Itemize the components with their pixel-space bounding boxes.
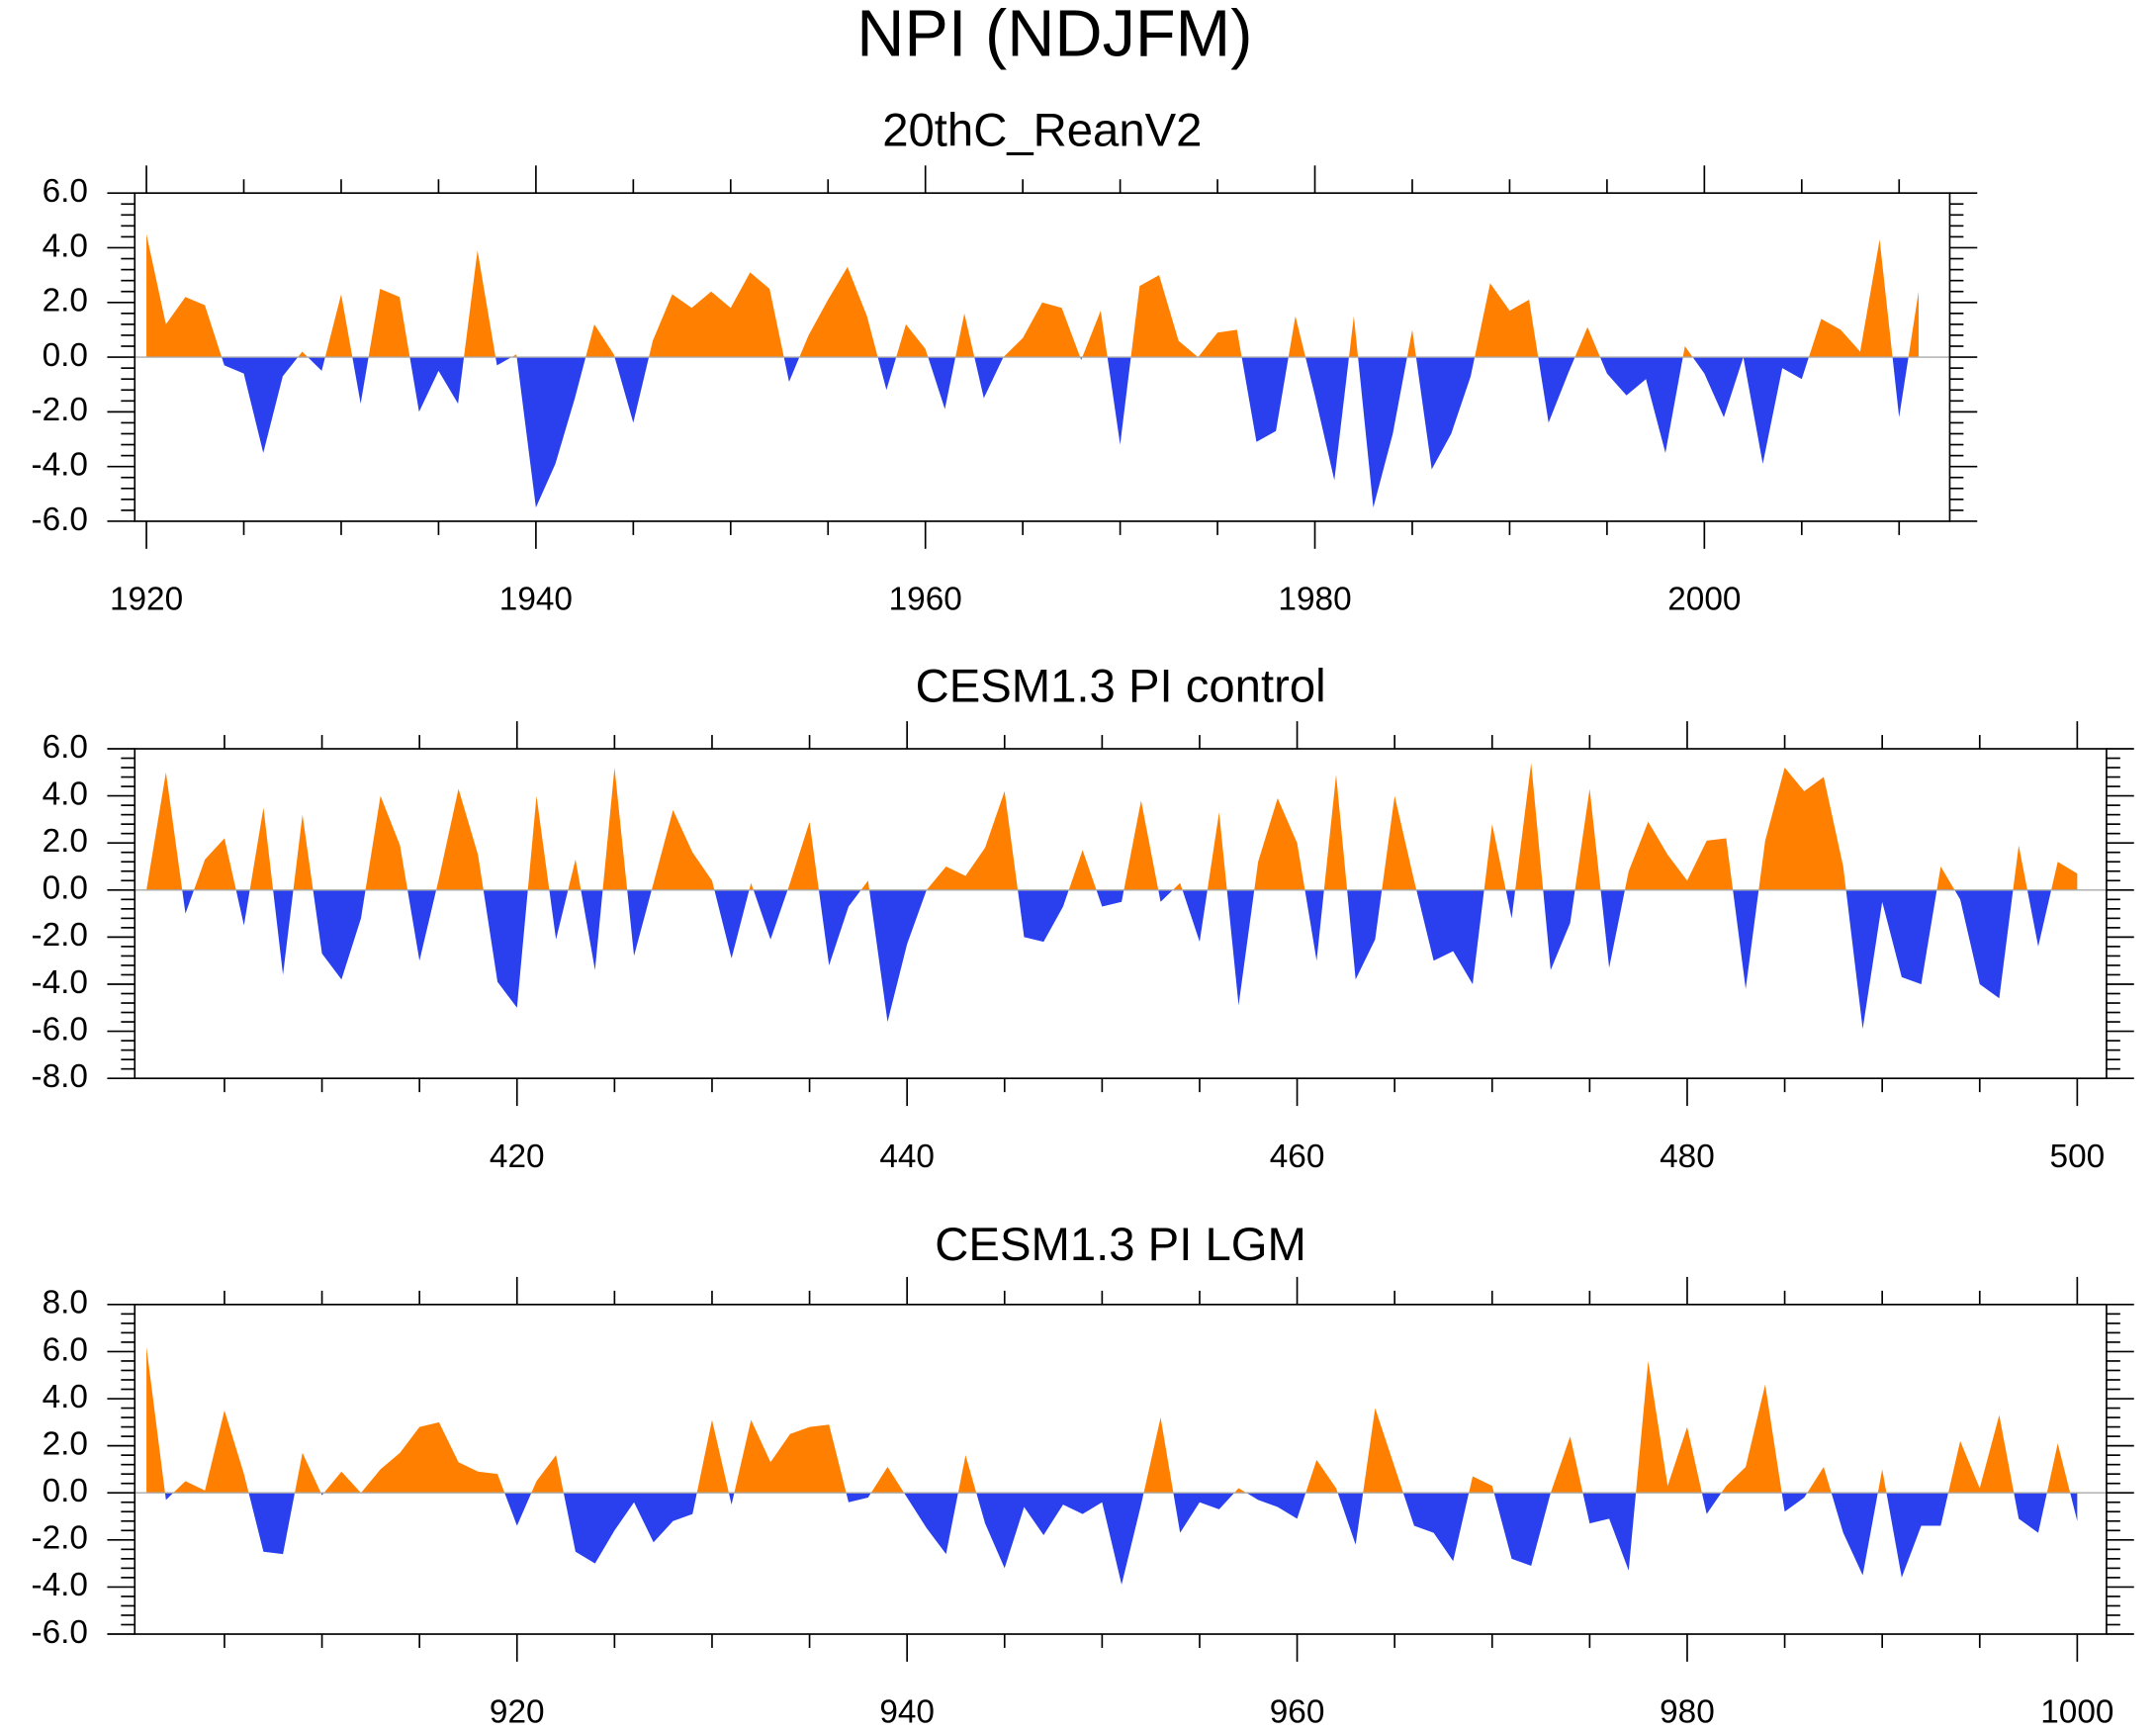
- area-above: [146, 233, 1919, 358]
- x-tick-label: 1940: [499, 582, 573, 618]
- x-tick-label: 460: [1270, 1139, 1325, 1175]
- y-tick-label: -4.0: [31, 446, 87, 483]
- y-tick-label: 6.0: [43, 1331, 88, 1368]
- y-tick-label: 0.0: [43, 337, 88, 374]
- y-tick-label: -6.0: [31, 501, 87, 538]
- x-tick-label: 1000: [2040, 1694, 2113, 1731]
- x-tick-label: 960: [1270, 1694, 1325, 1731]
- y-tick-label: -2.0: [31, 1520, 87, 1557]
- x-tick-label: 420: [490, 1139, 545, 1175]
- figure-title: NPI (NDJFM): [856, 0, 1252, 71]
- y-tick-label: 6.0: [43, 729, 88, 766]
- area-above: [146, 1346, 2078, 1494]
- x-tick-label: 980: [1660, 1694, 1715, 1731]
- y-tick-label: 2.0: [43, 1425, 88, 1462]
- y-tick-label: 2.0: [43, 283, 88, 319]
- x-tick-label: 940: [879, 1694, 935, 1731]
- plot-frame: [134, 748, 2108, 1080]
- y-tick-label: 4.0: [43, 228, 88, 264]
- y-tick-label: 4.0: [43, 1379, 88, 1415]
- y-tick-label: 8.0: [43, 1285, 88, 1322]
- y-tick-label: -4.0: [31, 964, 87, 1001]
- y-tick-label: -4.0: [31, 1567, 87, 1603]
- area-below: [164, 1493, 2078, 1586]
- area-above: [146, 763, 2078, 890]
- y-tick-label: -2.0: [31, 917, 87, 954]
- x-tick-label: 440: [879, 1139, 935, 1175]
- y-tick-label: -6.0: [31, 1011, 87, 1048]
- x-tick-label: 1920: [110, 582, 183, 618]
- y-tick-label: 0.0: [43, 1473, 88, 1509]
- x-tick-label: 2000: [1667, 582, 1741, 618]
- y-tick-label: -2.0: [31, 392, 87, 428]
- x-tick-label: 1960: [889, 582, 962, 618]
- x-tick-label: 1980: [1278, 582, 1351, 618]
- panel-title: CESM1.3 PI control: [916, 661, 1326, 713]
- area-below: [146, 889, 2078, 1030]
- y-tick-label: 0.0: [43, 870, 88, 907]
- x-tick-label: 500: [2050, 1139, 2106, 1175]
- y-tick-label: -8.0: [31, 1058, 87, 1095]
- plot-frame: [134, 1303, 2108, 1635]
- x-tick-label: 920: [490, 1694, 545, 1731]
- panel-title: 20thC_ReanV2: [882, 105, 1202, 157]
- panel-title: CESM1.3 PI LGM: [935, 1219, 1306, 1271]
- y-tick-label: -6.0: [31, 1614, 87, 1651]
- y-tick-label: 4.0: [43, 775, 88, 812]
- x-tick-label: 480: [1660, 1139, 1715, 1175]
- area-below: [146, 357, 1919, 508]
- y-tick-label: 2.0: [43, 823, 88, 860]
- y-tick-label: 6.0: [43, 173, 88, 210]
